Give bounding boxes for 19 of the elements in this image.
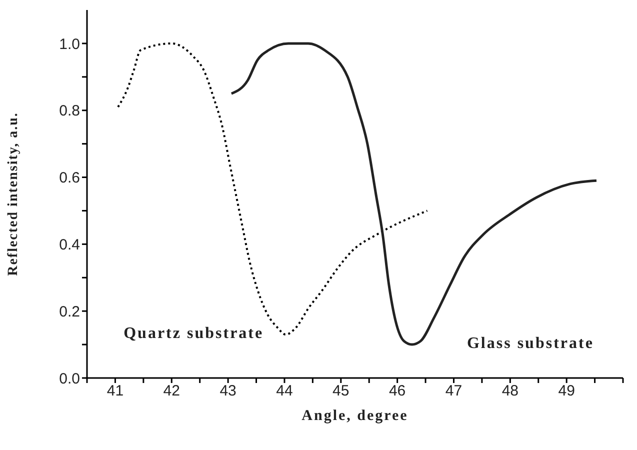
y-tick-label: 0.6 [59, 170, 80, 187]
y-axis-title: Reflected intensity, a.u. [6, 112, 21, 276]
y-tick-label: 1.0 [59, 36, 80, 53]
x-tick-label: 47 [445, 382, 462, 400]
y-tick-label: 0.4 [59, 236, 80, 254]
y-tick-label: 0.8 [59, 102, 80, 120]
x-tick-label: 44 [276, 382, 293, 400]
x-tick-label: 45 [332, 382, 350, 400]
x-tick-label: 48 [502, 382, 518, 400]
series-label: Quartz substrate [124, 325, 264, 342]
x-tick-label: 41 [106, 382, 124, 400]
y-tick-label: 0.2 [59, 303, 80, 320]
x-tick-label: 43 [220, 382, 236, 400]
y-tick-label: 0.0 [59, 370, 80, 388]
x-tick-label: 49 [558, 382, 575, 400]
x-tick-label: 42 [163, 382, 180, 400]
x-axis-title: Angle, degree [302, 408, 408, 424]
x-tick-label: 46 [388, 382, 406, 400]
text: Glass substrate [466, 335, 594, 352]
